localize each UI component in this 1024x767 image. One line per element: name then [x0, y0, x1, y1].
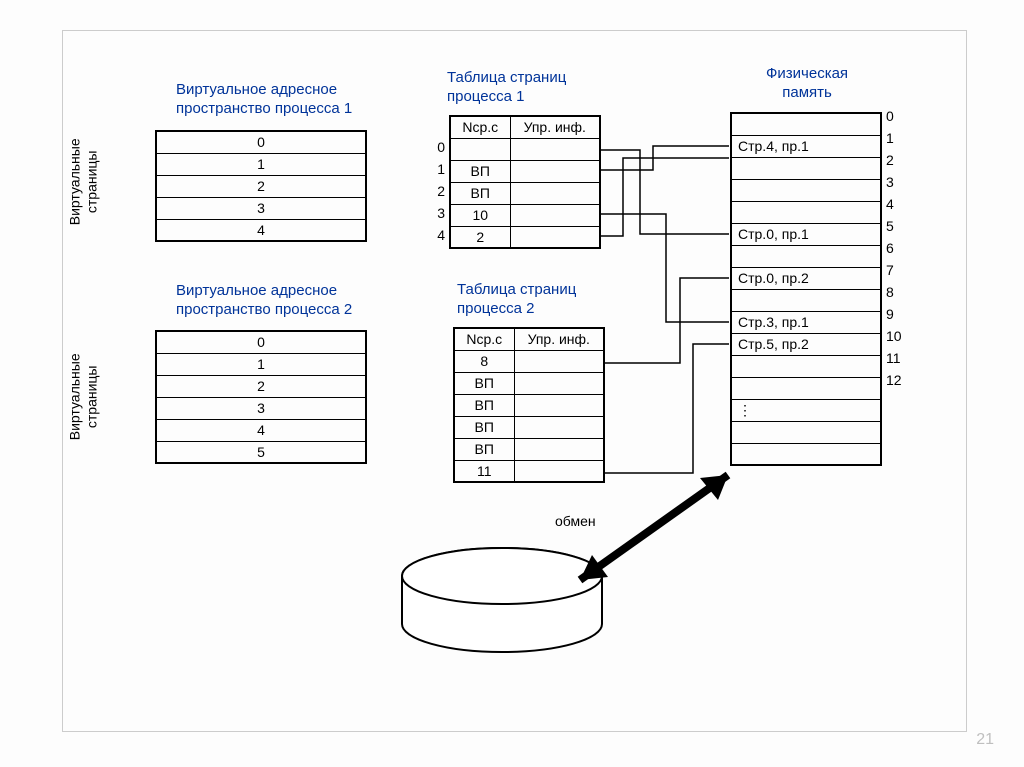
pt2-cell: 11 [454, 460, 514, 482]
phys-cell: Стр.3, пр.1 [731, 311, 881, 333]
pt2-cell: ВП [454, 372, 514, 394]
vas2-row: 2 [156, 375, 366, 397]
pt2-info-cell [514, 394, 604, 416]
pt2-info-cell [514, 416, 604, 438]
pt1-header-n: Nср.с [450, 116, 510, 138]
pt2-header-info: Упр. инф. [514, 328, 604, 350]
phys-cell [731, 355, 881, 377]
vas2-row: 0 [156, 331, 366, 353]
pt2-info-cell [514, 350, 604, 372]
physical-memory-table: Стр.4, пр.1 Стр.0, пр.1 Стр.0, пр.2 Стр.3, … [730, 112, 882, 466]
phys-row-index: 10 [886, 328, 910, 344]
pt1-row-index: 2 [425, 183, 445, 199]
vas1-row: 3 [156, 197, 366, 219]
vas1-row: 1 [156, 153, 366, 175]
side-label-1: Виртуальные страницы [67, 138, 101, 225]
pt1-info-cell [510, 160, 600, 182]
pt2-cell: ВП [454, 438, 514, 460]
pt1-header-info: Упр. инф. [510, 116, 600, 138]
pt1-cell: 2 [450, 226, 510, 248]
pt2-title: Таблица страниц процесса 2 [457, 281, 576, 319]
phys-row-index: 9 [886, 306, 910, 322]
pt1-info-cell [510, 204, 600, 226]
phys-cell: Стр.5, пр.2 [731, 333, 881, 355]
pt1-info-cell [510, 138, 600, 160]
phys-cell [731, 157, 881, 179]
phys-cell [731, 421, 881, 443]
phys-cell [731, 113, 881, 135]
page-table-2: Nср.с Упр. инф. 8ВПВПВПВП11 [453, 327, 605, 483]
pt1-cell: ВП [450, 160, 510, 182]
phys-row-index: 1 [886, 130, 910, 146]
phys-row-index: 2 [886, 152, 910, 168]
vas2-row: 3 [156, 397, 366, 419]
swap-label: обмен [555, 513, 596, 529]
phys-row-index: 5 [886, 218, 910, 234]
pt1-info-cell [510, 226, 600, 248]
vas1-row: 4 [156, 219, 366, 241]
phys-cell: ⋮ [731, 399, 881, 421]
pt1-row-index: 1 [425, 161, 445, 177]
pt2-cell: ВП [454, 394, 514, 416]
vas1-table: 01234 [155, 130, 367, 242]
page-table-1: Nср.с Упр. инф. ВПВП102 [449, 115, 601, 249]
page-number: 21 [976, 731, 994, 749]
pt1-title: Таблица страниц процесса 1 [447, 69, 566, 107]
phys-cell [731, 245, 881, 267]
pt1-row-index: 0 [425, 139, 445, 155]
vas2-row: 4 [156, 419, 366, 441]
pt1-row-index: 3 [425, 205, 445, 221]
phys-cell [731, 179, 881, 201]
phys-cell [731, 201, 881, 223]
vas1-row: 0 [156, 131, 366, 153]
vas2-row: 1 [156, 353, 366, 375]
phys-cell [731, 377, 881, 399]
phys-row-index: 4 [886, 196, 910, 212]
pt2-header-n: Nср.с [454, 328, 514, 350]
phys-row-index: 12 [886, 372, 910, 388]
vas2-title: Виртуальное адресное пространство процес… [176, 282, 352, 320]
phys-title: Физическая память [766, 65, 848, 103]
vas2-table: 012345 [155, 330, 367, 464]
pt2-info-cell [514, 438, 604, 460]
phys-row-index: 11 [886, 350, 910, 366]
phys-cell: Стр.0, пр.2 [731, 267, 881, 289]
phys-row-index: 6 [886, 240, 910, 256]
phys-cell [731, 289, 881, 311]
vas2-row: 5 [156, 441, 366, 463]
phys-cell [731, 443, 881, 465]
phys-row-index: 8 [886, 284, 910, 300]
vas1-title: Виртуальное адресное пространство процес… [176, 81, 352, 119]
pt1-cell [450, 138, 510, 160]
phys-cell: Стр.0, пр.1 [731, 223, 881, 245]
pt1-row-index: 4 [425, 227, 445, 243]
phys-row-index: 3 [886, 174, 910, 190]
pt2-info-cell [514, 460, 604, 482]
pt2-cell: 8 [454, 350, 514, 372]
pt2-cell: ВП [454, 416, 514, 438]
phys-row-index: 7 [886, 262, 910, 278]
pt2-info-cell [514, 372, 604, 394]
side-label-2: Виртуальные страницы [67, 353, 101, 440]
phys-row-index: 0 [886, 108, 910, 124]
pt1-info-cell [510, 182, 600, 204]
pt1-cell: ВП [450, 182, 510, 204]
vas1-row: 2 [156, 175, 366, 197]
pt1-cell: 10 [450, 204, 510, 226]
phys-cell: Стр.4, пр.1 [731, 135, 881, 157]
